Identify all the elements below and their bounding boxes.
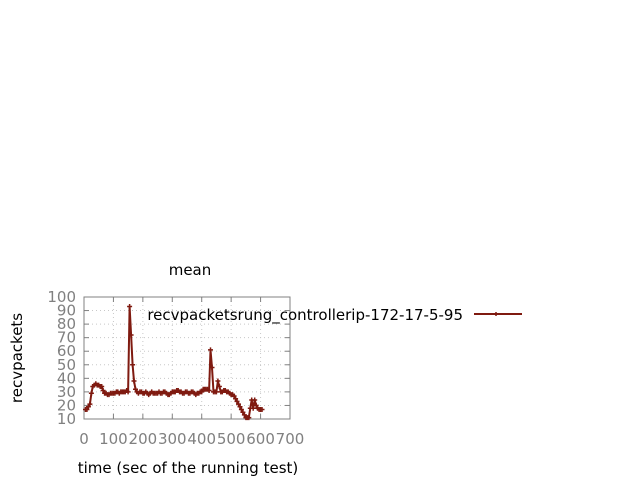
data-point [250, 405, 256, 411]
data-point [99, 384, 105, 389]
data-point [246, 415, 252, 421]
x-axis: 0 100 200 300 400 500 600 700 [79, 297, 304, 448]
data-point [133, 386, 138, 392]
y-tick-label: 30 [57, 383, 76, 401]
y-axis-label: recvpackets [8, 313, 26, 403]
x-tick-label: 0 [79, 430, 89, 448]
x-tick-label: 500 [217, 430, 246, 448]
data-point [241, 412, 247, 418]
data-point [231, 393, 237, 399]
series-group [83, 304, 265, 421]
y-tick-label: 50 [57, 356, 76, 374]
data-point [128, 332, 134, 338]
data-point [209, 365, 215, 370]
legend: recvpacketsrung_controllerip-172-17-5-95 [147, 306, 522, 325]
data-point [87, 401, 93, 407]
data-point [252, 397, 258, 403]
data-point [237, 404, 243, 410]
data-point [240, 409, 246, 415]
y-tick-label: 70 [57, 329, 76, 347]
data-point [88, 390, 94, 396]
chart-title: mean [169, 261, 212, 279]
x-tick-label: 100 [99, 430, 128, 448]
y-tick-label: 40 [57, 369, 76, 387]
data-point [84, 407, 90, 412]
data-point [127, 304, 133, 309]
data-point [236, 401, 241, 407]
legend-marker [494, 312, 498, 316]
data-point [100, 388, 106, 393]
x-tick-label: 400 [187, 430, 216, 448]
data-point [238, 407, 244, 412]
data-point [206, 388, 212, 393]
data-point [233, 396, 239, 402]
data-point [259, 407, 265, 412]
y-tick-label: 100 [47, 288, 76, 306]
x-tick-label: 200 [129, 430, 158, 448]
x-tick-label: 300 [158, 430, 187, 448]
y-tick-label: 60 [57, 342, 76, 360]
data-point [215, 378, 221, 384]
y-tick-label: 20 [57, 396, 76, 414]
data-point [234, 398, 240, 404]
data-point [131, 378, 137, 384]
data-point [85, 404, 91, 410]
data-point [208, 347, 213, 353]
data-point [125, 389, 131, 395]
x-tick-label: 600 [246, 430, 275, 448]
legend-label: recvpacketsrung_controllerip-172-17-5-95 [147, 306, 463, 325]
data-point [216, 384, 222, 389]
data-point [199, 389, 205, 395]
y-tick-label: 80 [57, 315, 76, 333]
y-tick-label: 90 [57, 302, 76, 320]
x-tick-label: 700 [276, 430, 305, 448]
data-point [253, 402, 259, 408]
plot-area-border [83, 296, 291, 420]
data-point [213, 389, 219, 395]
data-point [130, 362, 136, 368]
y-tick-label: 10 [57, 410, 76, 428]
x-axis-label: time (sec of the running test) [78, 459, 299, 477]
